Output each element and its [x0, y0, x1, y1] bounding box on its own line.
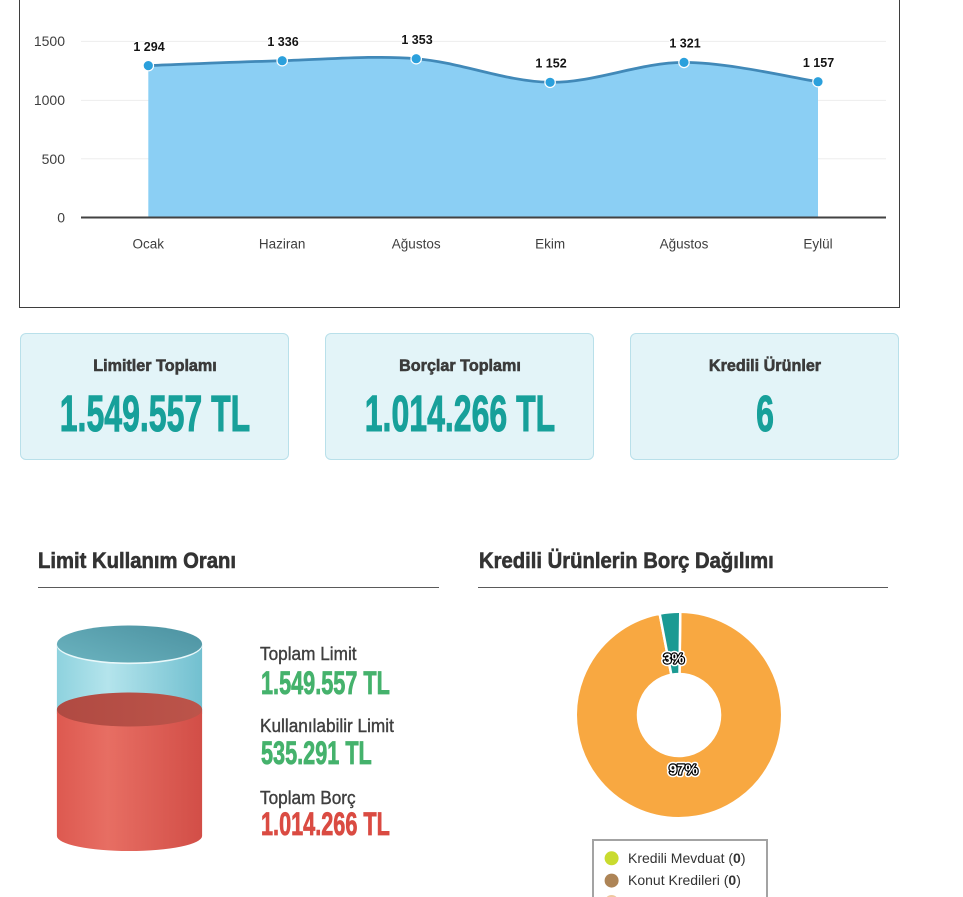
- svg-text:1 152: 1 152: [535, 57, 566, 71]
- svg-text:Ağustos: Ağustos: [660, 237, 709, 252]
- svg-text:Eylül: Eylül: [803, 237, 832, 252]
- svg-text:1 157: 1 157: [803, 56, 834, 70]
- svg-text:0: 0: [57, 210, 65, 226]
- svg-text:Ekim: Ekim: [535, 237, 565, 252]
- svg-text:1 336: 1 336: [267, 35, 298, 49]
- svg-text:97%: 97%: [669, 763, 698, 779]
- svg-text:1000: 1000: [34, 92, 65, 108]
- svg-text:1500: 1500: [34, 33, 65, 49]
- svg-text:1 321: 1 321: [669, 37, 700, 51]
- svg-text:500: 500: [42, 151, 66, 167]
- svg-text:1 294: 1 294: [133, 40, 164, 54]
- svg-text:97%: 97%: [669, 763, 698, 779]
- svg-text:Ocak: Ocak: [133, 237, 165, 252]
- svg-text:Ağustos: Ağustos: [392, 237, 441, 252]
- svg-text:Haziran: Haziran: [259, 237, 306, 252]
- svg-text:3%: 3%: [663, 651, 684, 667]
- svg-text:3%: 3%: [663, 651, 684, 667]
- svg-text:1 353: 1 353: [401, 33, 432, 47]
